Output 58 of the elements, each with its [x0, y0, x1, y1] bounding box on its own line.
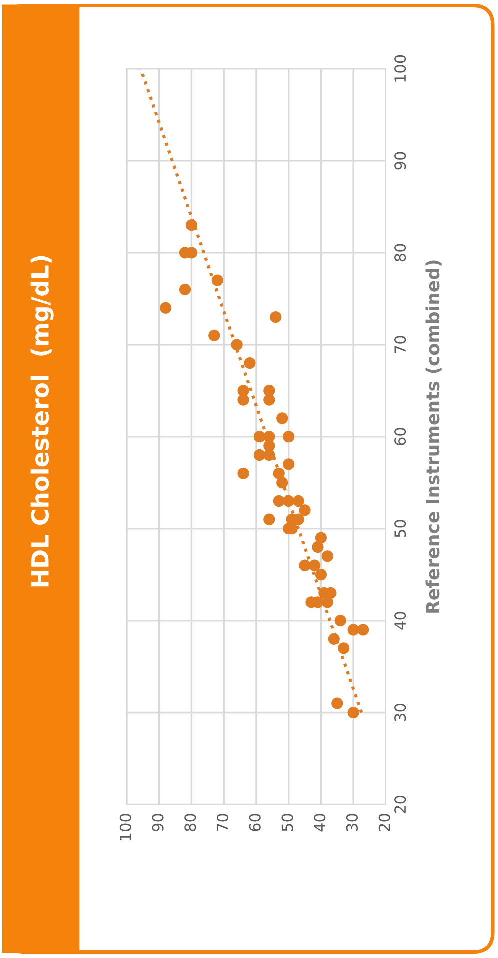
point: [208, 330, 220, 342]
y-tick-label: 80: [394, 244, 406, 262]
x-tick-label: 40: [314, 814, 326, 832]
point: [244, 357, 256, 370]
point: [276, 477, 288, 489]
point: [264, 514, 276, 526]
x-tick-label: 50: [282, 814, 294, 832]
x-tick-label: 30: [346, 814, 358, 832]
y-tick-label: 90: [394, 152, 406, 170]
point: [338, 642, 350, 654]
point: [348, 624, 360, 636]
point: [254, 431, 266, 443]
y-tick-label: 70: [394, 336, 406, 354]
point: [315, 568, 328, 581]
point: [264, 449, 276, 462]
point: [264, 394, 276, 406]
point: [273, 495, 285, 508]
y-tick-label: 50: [394, 520, 406, 538]
x-tick-label: 20: [378, 814, 390, 832]
point: [231, 339, 243, 351]
point: [308, 560, 321, 572]
point: [299, 560, 311, 572]
text: HDL Cholesterol (mg/dL): [30, 256, 54, 587]
point: [179, 284, 192, 296]
point: [186, 220, 198, 232]
y-tick-label: 20: [394, 796, 406, 814]
y-tick-label: 30: [394, 704, 406, 722]
point: [283, 495, 295, 508]
point: [212, 274, 224, 286]
y-tick-label: 100: [394, 55, 406, 82]
point: [332, 698, 344, 710]
y-tick-label: 60: [394, 428, 406, 446]
point: [334, 614, 346, 627]
point: [357, 624, 370, 636]
point: [322, 596, 334, 608]
y-axis-title: Reference Instruments (combined): [426, 260, 442, 613]
x-tick-label: 60: [249, 814, 261, 832]
y-tick-label: 40: [394, 612, 406, 630]
point: [273, 468, 285, 480]
point: [328, 633, 340, 645]
point: [283, 431, 295, 443]
x-tick-label: 80: [184, 814, 196, 832]
point: [160, 302, 172, 314]
point: [312, 541, 324, 554]
point: [238, 394, 250, 406]
point: [292, 495, 304, 508]
point: [254, 449, 266, 462]
x-tick-label: 90: [152, 814, 164, 832]
point: [348, 706, 360, 719]
x-tick-label: 100: [120, 814, 132, 841]
point: [299, 504, 311, 516]
point: [270, 311, 282, 324]
point: [283, 458, 295, 470]
x-tick-label: 70: [216, 814, 229, 832]
point: [238, 468, 250, 480]
point: [276, 412, 288, 424]
point: [315, 532, 328, 544]
point: [322, 550, 334, 562]
